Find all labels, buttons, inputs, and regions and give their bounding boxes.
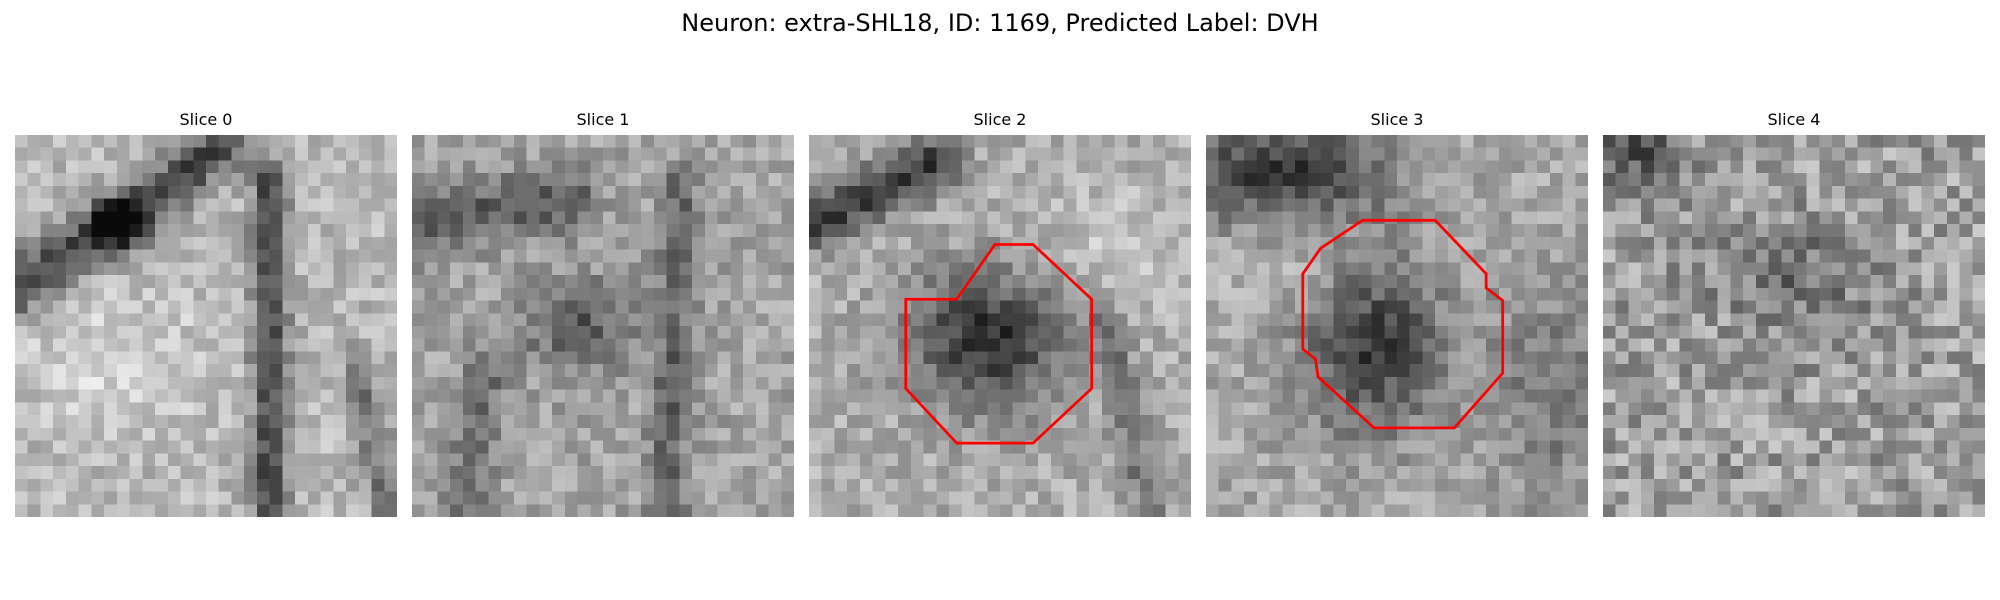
slice-panel-2: Slice 2 xyxy=(809,108,1191,517)
slice-panel-3: Slice 3 xyxy=(1206,108,1588,517)
slice-image xyxy=(1603,135,1985,517)
slice-title: Slice 4 xyxy=(1767,110,1821,129)
slice-image xyxy=(1206,135,1588,517)
slice-title: Slice 0 xyxy=(179,110,233,129)
slice-image xyxy=(412,135,794,517)
slice-title: Slice 1 xyxy=(576,110,630,129)
neuron-outline xyxy=(904,243,1094,445)
neuron-outline xyxy=(1301,218,1505,430)
slice-panel-1: Slice 1 xyxy=(412,108,794,517)
figure-title: Neuron: extra-SHL18, ID: 1169, Predicted… xyxy=(681,9,1319,37)
slice-title: Slice 3 xyxy=(1370,110,1424,129)
slice-title: Slice 2 xyxy=(973,110,1027,129)
slice-image xyxy=(15,135,397,517)
slice-panel-4: Slice 4 xyxy=(1603,108,1985,517)
slice-image xyxy=(809,135,1191,517)
slice-panel-0: Slice 0 xyxy=(15,108,397,517)
